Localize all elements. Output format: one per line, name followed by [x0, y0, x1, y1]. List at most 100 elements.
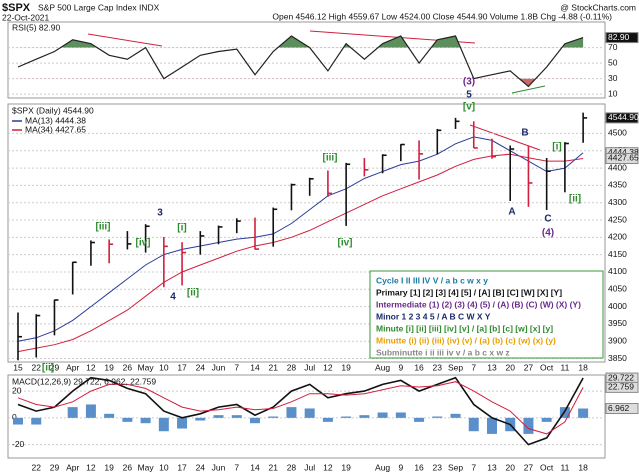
histogram-bar: [432, 416, 443, 418]
wave-label: 5: [466, 90, 472, 101]
value-tag-box: [605, 112, 639, 124]
x-tick-label: 14: [250, 362, 260, 372]
histogram-bar: [213, 415, 224, 418]
wave-label: [i]: [177, 223, 186, 234]
wave-label: [iii]: [323, 153, 338, 164]
x-tick-label: 19: [341, 362, 351, 372]
value-tag-box: [605, 32, 639, 44]
x-tick-label: Aug: [375, 362, 390, 372]
x-tick-label: 12: [86, 362, 96, 372]
histogram-bar: [359, 415, 370, 418]
x-tick-label: Sep: [448, 362, 463, 372]
y-tick-label: 4050: [608, 284, 627, 294]
wave-legend-entry: Minutte (i) (ii) (iii) (iv) (v) / (a) (b…: [376, 335, 556, 345]
wave-label: (4): [542, 228, 554, 239]
wave-label: 4: [170, 292, 176, 303]
histogram-bar: [31, 417, 42, 425]
x-tick-label: 21: [268, 462, 278, 472]
wave-label: C: [544, 214, 551, 225]
wave-legend-entry: Minor 1 2 3 4 5 / A B C W X Y: [376, 311, 491, 321]
value-tag-box: [605, 152, 639, 164]
source: @ StockCharts.com: [560, 2, 636, 12]
wave-label: 3: [157, 208, 163, 219]
rsi-line: [17, 35, 584, 88]
value-tag-box: [605, 381, 639, 393]
x-tick-label: 12: [323, 362, 333, 372]
wave-label: [ii]: [187, 288, 199, 299]
x-tick-label: 28: [287, 362, 297, 372]
x-tick-label: 19: [104, 462, 114, 472]
histogram-bar: [486, 417, 497, 434]
y-tick-label: 4150: [608, 249, 627, 259]
wave-label: [ii]: [569, 194, 581, 205]
value-tag: 4427.65: [605, 152, 639, 164]
wave-label: [v]: [463, 102, 475, 113]
x-tick-label: 10: [159, 462, 169, 472]
x-tick-label: May: [138, 362, 155, 372]
x-tick-label: 17: [177, 362, 187, 372]
legend-label: MA(13) 4444.38: [25, 115, 86, 125]
x-tick-label: 20: [505, 462, 515, 472]
rsi-fill: [519, 78, 536, 87]
x-tick-label: 22: [31, 462, 41, 472]
x-tick-label: 7: [471, 462, 476, 472]
x-tick-label: 16: [414, 462, 424, 472]
value-tag-box: [605, 403, 639, 415]
histogram-bar: [578, 408, 589, 418]
x-tick-label: 23: [433, 462, 443, 472]
wave-label: [iv]: [136, 238, 151, 249]
value-tag-label: 29.722: [608, 372, 634, 382]
histogram-bar: [304, 408, 315, 418]
y-tick-label: 10: [608, 88, 618, 98]
histogram-bar: [104, 413, 115, 418]
wave-label: [ii]: [42, 363, 54, 374]
x-tick-label: 24: [196, 462, 206, 472]
histogram-bar: [450, 413, 461, 418]
wave-legend-box: [369, 270, 604, 359]
x-tick-label: 15: [13, 362, 23, 372]
y-tick-label: 50: [608, 57, 618, 67]
value-tag-label: 82.90: [608, 32, 630, 42]
legend-label: MA(34) 4427.65: [25, 124, 86, 134]
y-tick-label: 0: [12, 412, 17, 422]
wave-legend-entry: Primary [1] [2] [3] [4] [5] / [A] [B] [C…: [376, 287, 562, 297]
y-tick-label: 3950: [608, 318, 627, 328]
x-tick-label: Jul: [304, 462, 315, 472]
histogram-bar: [377, 412, 388, 418]
value-tag: 4544.90: [605, 112, 639, 124]
y-tick-label: 4400: [608, 162, 627, 172]
histogram-bar: [523, 417, 534, 434]
histogram-bar: [177, 417, 188, 429]
y-tick-label: 4350: [608, 180, 627, 190]
x-tick-label: 7: [234, 362, 239, 372]
x-tick-label: 9: [398, 362, 403, 372]
x-tick-label: Sep: [448, 462, 463, 472]
y-tick-label: 3900: [608, 335, 627, 345]
y-tick-label: 4200: [608, 232, 627, 242]
x-tick-label: 27: [524, 362, 534, 372]
value-tag-label: 4427.65: [608, 153, 639, 163]
x-tick-label: 27: [524, 462, 534, 472]
x-tick-label: 20: [505, 362, 515, 372]
wave-label: A: [508, 207, 515, 218]
panel-legend: RSI(5) 82.90: [12, 22, 60, 32]
y-tick-label: 4250: [608, 214, 627, 224]
histogram-bar: [85, 404, 96, 418]
value-tag: 82.90: [605, 32, 639, 44]
x-tick-label: 24: [196, 362, 206, 372]
value-tag: 6.962: [605, 403, 639, 415]
value-tag-label: 4544.90: [608, 112, 639, 122]
x-tick-label: 21: [268, 362, 278, 372]
x-tick-label: 28: [287, 462, 297, 472]
x-tick-label: 26: [123, 462, 133, 472]
histogram-bar: [395, 412, 406, 418]
x-tick-label: 26: [123, 362, 133, 372]
x-tick-label: Jun: [212, 462, 226, 472]
x-tick-label: 14: [250, 462, 260, 472]
wave-legend-entry: Minute [i] [ii] [iii] [iv] [v] / [a] [b]…: [376, 323, 553, 333]
y-tick-label: 70: [608, 42, 618, 52]
y-tick-label: -20: [12, 439, 25, 449]
y-tick-label: 3850: [608, 353, 627, 363]
histogram-bar: [67, 407, 78, 418]
